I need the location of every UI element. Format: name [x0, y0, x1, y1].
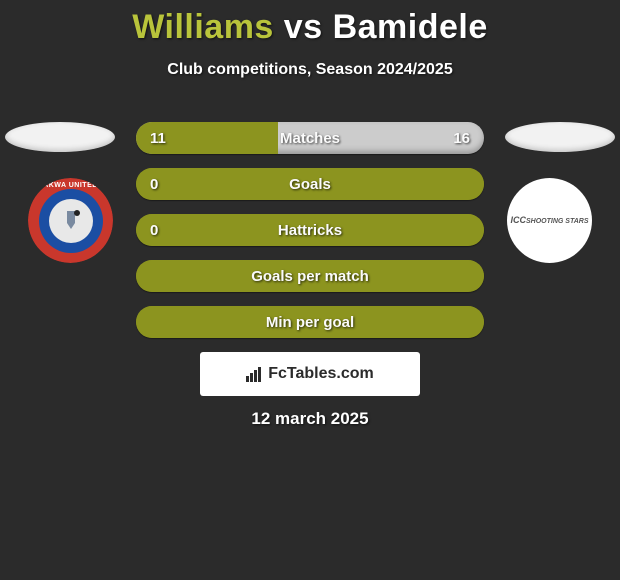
akwa-united-badge: AKWA UNITED	[28, 178, 113, 263]
title-player-right: Bamidele	[333, 8, 488, 46]
player-photo-placeholder-right	[505, 122, 615, 152]
akwa-badge-text: AKWA UNITED	[43, 182, 98, 189]
page-title: Williams vs Bamidele	[0, 0, 620, 47]
player-photo-placeholder-left	[5, 122, 115, 152]
stat-bar-min-per-goal: Min per goal	[136, 306, 484, 338]
stat-label: Goals	[289, 176, 331, 193]
icc-badge-text: ICCSHOOTING STARS	[511, 216, 589, 226]
club-badge-left: AKWA UNITED	[28, 178, 113, 263]
chart-icon	[246, 366, 264, 382]
stat-bar-matches: 11 16 Matches	[136, 122, 484, 154]
stat-bar-goals-per-match: Goals per match	[136, 260, 484, 292]
stat-label: Matches	[280, 130, 340, 147]
club-badge-right: ICCSHOOTING STARS	[507, 178, 592, 263]
stat-value-left: 0	[150, 222, 158, 239]
stat-label: Goals per match	[251, 268, 369, 285]
brand-footer[interactable]: FcTables.com	[200, 352, 420, 396]
title-player-left: Williams	[132, 8, 274, 46]
stat-bar-hattricks: 0 Hattricks	[136, 214, 484, 246]
stat-value-left: 0	[150, 176, 158, 193]
title-vs: vs	[274, 8, 333, 46]
stat-label: Hattricks	[278, 222, 342, 239]
stat-bars: 11 16 Matches 0 Goals 0 Hattricks Goals per mat…	[136, 122, 484, 352]
akwa-player-icon	[57, 207, 85, 235]
date-label: 12 march 2025	[0, 409, 620, 429]
stat-bar-goals: 0 Goals	[136, 168, 484, 200]
stat-label: Min per goal	[266, 314, 354, 331]
stat-value-left: 11	[150, 130, 166, 147]
subtitle: Club competitions, Season 2024/2025	[0, 61, 620, 79]
brand-text: FcTables.com	[268, 365, 374, 383]
stat-value-right: 16	[453, 130, 470, 147]
